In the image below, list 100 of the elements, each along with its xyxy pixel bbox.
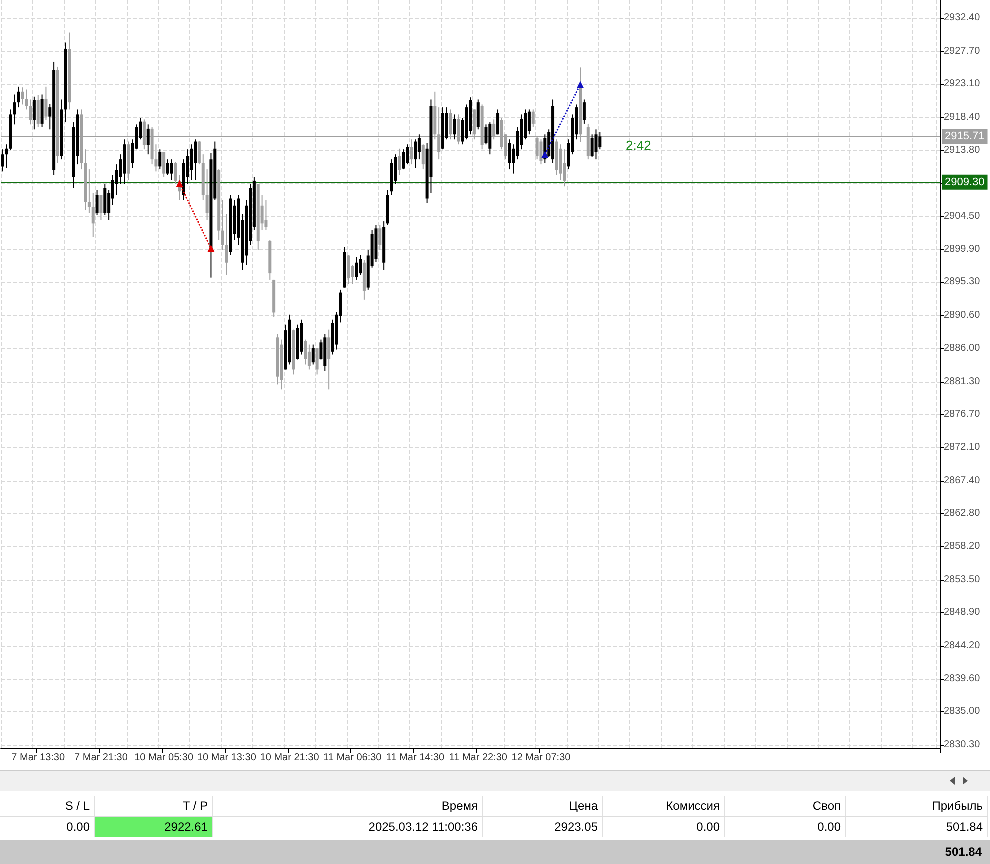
candlestick bbox=[484, 124, 488, 146]
ref-line-label: 2909.30 bbox=[945, 176, 985, 188]
y-tick-label: 2932.40 bbox=[944, 12, 981, 24]
text: 0.00 bbox=[724, 816, 846, 837]
y-tick-label: 2844.20 bbox=[944, 640, 981, 652]
candlestick bbox=[5, 144, 8, 169]
x-tick-label: 12 Mar 07:30 bbox=[512, 752, 572, 764]
candlestick bbox=[88, 169, 91, 214]
y-tick-label: 2853.50 bbox=[944, 574, 981, 586]
candlestick bbox=[146, 124, 150, 156]
y-tick-label: 2886.00 bbox=[944, 342, 981, 354]
text: Своп bbox=[724, 796, 846, 816]
x-tick-label: 10 Mar 21:30 bbox=[260, 752, 320, 764]
candlestick bbox=[347, 254, 350, 285]
candlestick bbox=[598, 132, 602, 150]
y-tick-label: 2862.80 bbox=[944, 508, 981, 520]
y-tick-label: 2872.10 bbox=[944, 442, 981, 453]
y-tick-label: 2890.60 bbox=[944, 310, 981, 322]
candlestick bbox=[21, 87, 24, 106]
candlestick bbox=[378, 224, 382, 251]
candlestick bbox=[25, 89, 28, 110]
candlestick bbox=[328, 329, 331, 390]
text: 2923.05 bbox=[482, 816, 602, 837]
candlestick bbox=[190, 144, 194, 181]
candlestick bbox=[402, 149, 406, 170]
y-tick-label: 2867.40 bbox=[944, 475, 981, 486]
candlestick bbox=[194, 139, 198, 181]
candlestick bbox=[594, 129, 598, 160]
x-tick-label: 11 Mar 14:30 bbox=[386, 752, 446, 764]
candlestick bbox=[453, 114, 456, 140]
candlestick bbox=[96, 190, 99, 216]
candlestick bbox=[158, 149, 162, 170]
candlestick bbox=[359, 254, 362, 276]
text: Прибыль bbox=[846, 796, 988, 816]
y-tick-label: 2848.90 bbox=[944, 607, 981, 618]
candlestick bbox=[563, 149, 566, 188]
candlestick bbox=[304, 339, 308, 366]
candlestick bbox=[540, 139, 543, 166]
x-tick-label: 11 Mar 22:30 bbox=[449, 752, 508, 764]
x-tick-label: 10 Mar 13:30 bbox=[197, 752, 257, 764]
x-tick-label: 10 Mar 05:30 bbox=[134, 752, 194, 764]
text: 0.00 bbox=[0, 816, 94, 837]
text: 0.00 bbox=[602, 816, 724, 837]
candlestick bbox=[2, 149, 4, 172]
candlestick bbox=[166, 159, 170, 176]
candlestick bbox=[170, 159, 174, 181]
candlestick bbox=[222, 200, 225, 251]
y-tick-label: 2858.20 bbox=[944, 540, 981, 552]
candlestick bbox=[44, 86, 48, 121]
y-tick-label: 2876.70 bbox=[944, 409, 981, 420]
y-tick-label: 2881.30 bbox=[944, 376, 981, 388]
y-tick-label: 2923.10 bbox=[944, 78, 981, 90]
candlestick bbox=[398, 148, 402, 176]
y-tick-label: 2927.70 bbox=[944, 46, 981, 57]
y-tick-label: 2904.50 bbox=[944, 211, 981, 222]
candlestick bbox=[162, 152, 166, 178]
text: Комиссия bbox=[602, 796, 724, 816]
candlestick bbox=[406, 144, 410, 166]
text: 2922.61 bbox=[94, 816, 212, 837]
candlestick bbox=[414, 139, 418, 169]
candlestick bbox=[496, 109, 500, 136]
y-tick-label: 2895.30 bbox=[944, 276, 981, 288]
y-tick-label: 2899.90 bbox=[944, 244, 981, 255]
y-tick-label: 2918.40 bbox=[944, 112, 981, 124]
candlestick bbox=[528, 109, 531, 136]
y-tick-label: 2830.30 bbox=[944, 740, 981, 751]
candlestick bbox=[206, 169, 209, 221]
text: T / P bbox=[94, 796, 212, 816]
y-tick-label: 2913.80 bbox=[944, 144, 981, 156]
candlestick bbox=[422, 144, 425, 170]
x-tick-label: 7 Mar 13:30 bbox=[12, 752, 66, 764]
text: Время bbox=[212, 796, 482, 816]
x-tick-label: 7 Mar 21:30 bbox=[74, 752, 128, 764]
candlestick bbox=[32, 96, 36, 130]
y-tick-label: 2835.00 bbox=[944, 706, 981, 718]
candlestick bbox=[225, 214, 228, 276]
candlestick bbox=[316, 348, 319, 376]
annotation: 2:42 bbox=[626, 138, 652, 153]
y-tick-label: 2839.60 bbox=[944, 673, 981, 684]
x-tick-label: 11 Mar 06:30 bbox=[324, 752, 382, 764]
ref-line-label: 2915.71 bbox=[945, 130, 985, 143]
candlestick bbox=[308, 344, 311, 370]
candlestick bbox=[36, 94, 40, 128]
candlestick bbox=[92, 192, 95, 238]
candlestick bbox=[508, 139, 512, 170]
text: Цена bbox=[482, 796, 602, 816]
text: 501.84 bbox=[945, 845, 983, 859]
candlestick bbox=[174, 162, 178, 186]
candlestick bbox=[198, 140, 201, 166]
candlestick bbox=[29, 99, 32, 126]
candlestick bbox=[532, 109, 535, 128]
candlestick bbox=[410, 139, 414, 166]
candlestick bbox=[355, 256, 358, 280]
text: 2025.03.12 11:00:36 bbox=[212, 816, 482, 837]
candlestick bbox=[582, 99, 586, 124]
candlestick bbox=[100, 194, 103, 221]
text: 501.84 bbox=[846, 816, 988, 837]
candlestick bbox=[312, 344, 315, 366]
text: S / L bbox=[0, 796, 94, 816]
candlestick bbox=[418, 134, 421, 160]
